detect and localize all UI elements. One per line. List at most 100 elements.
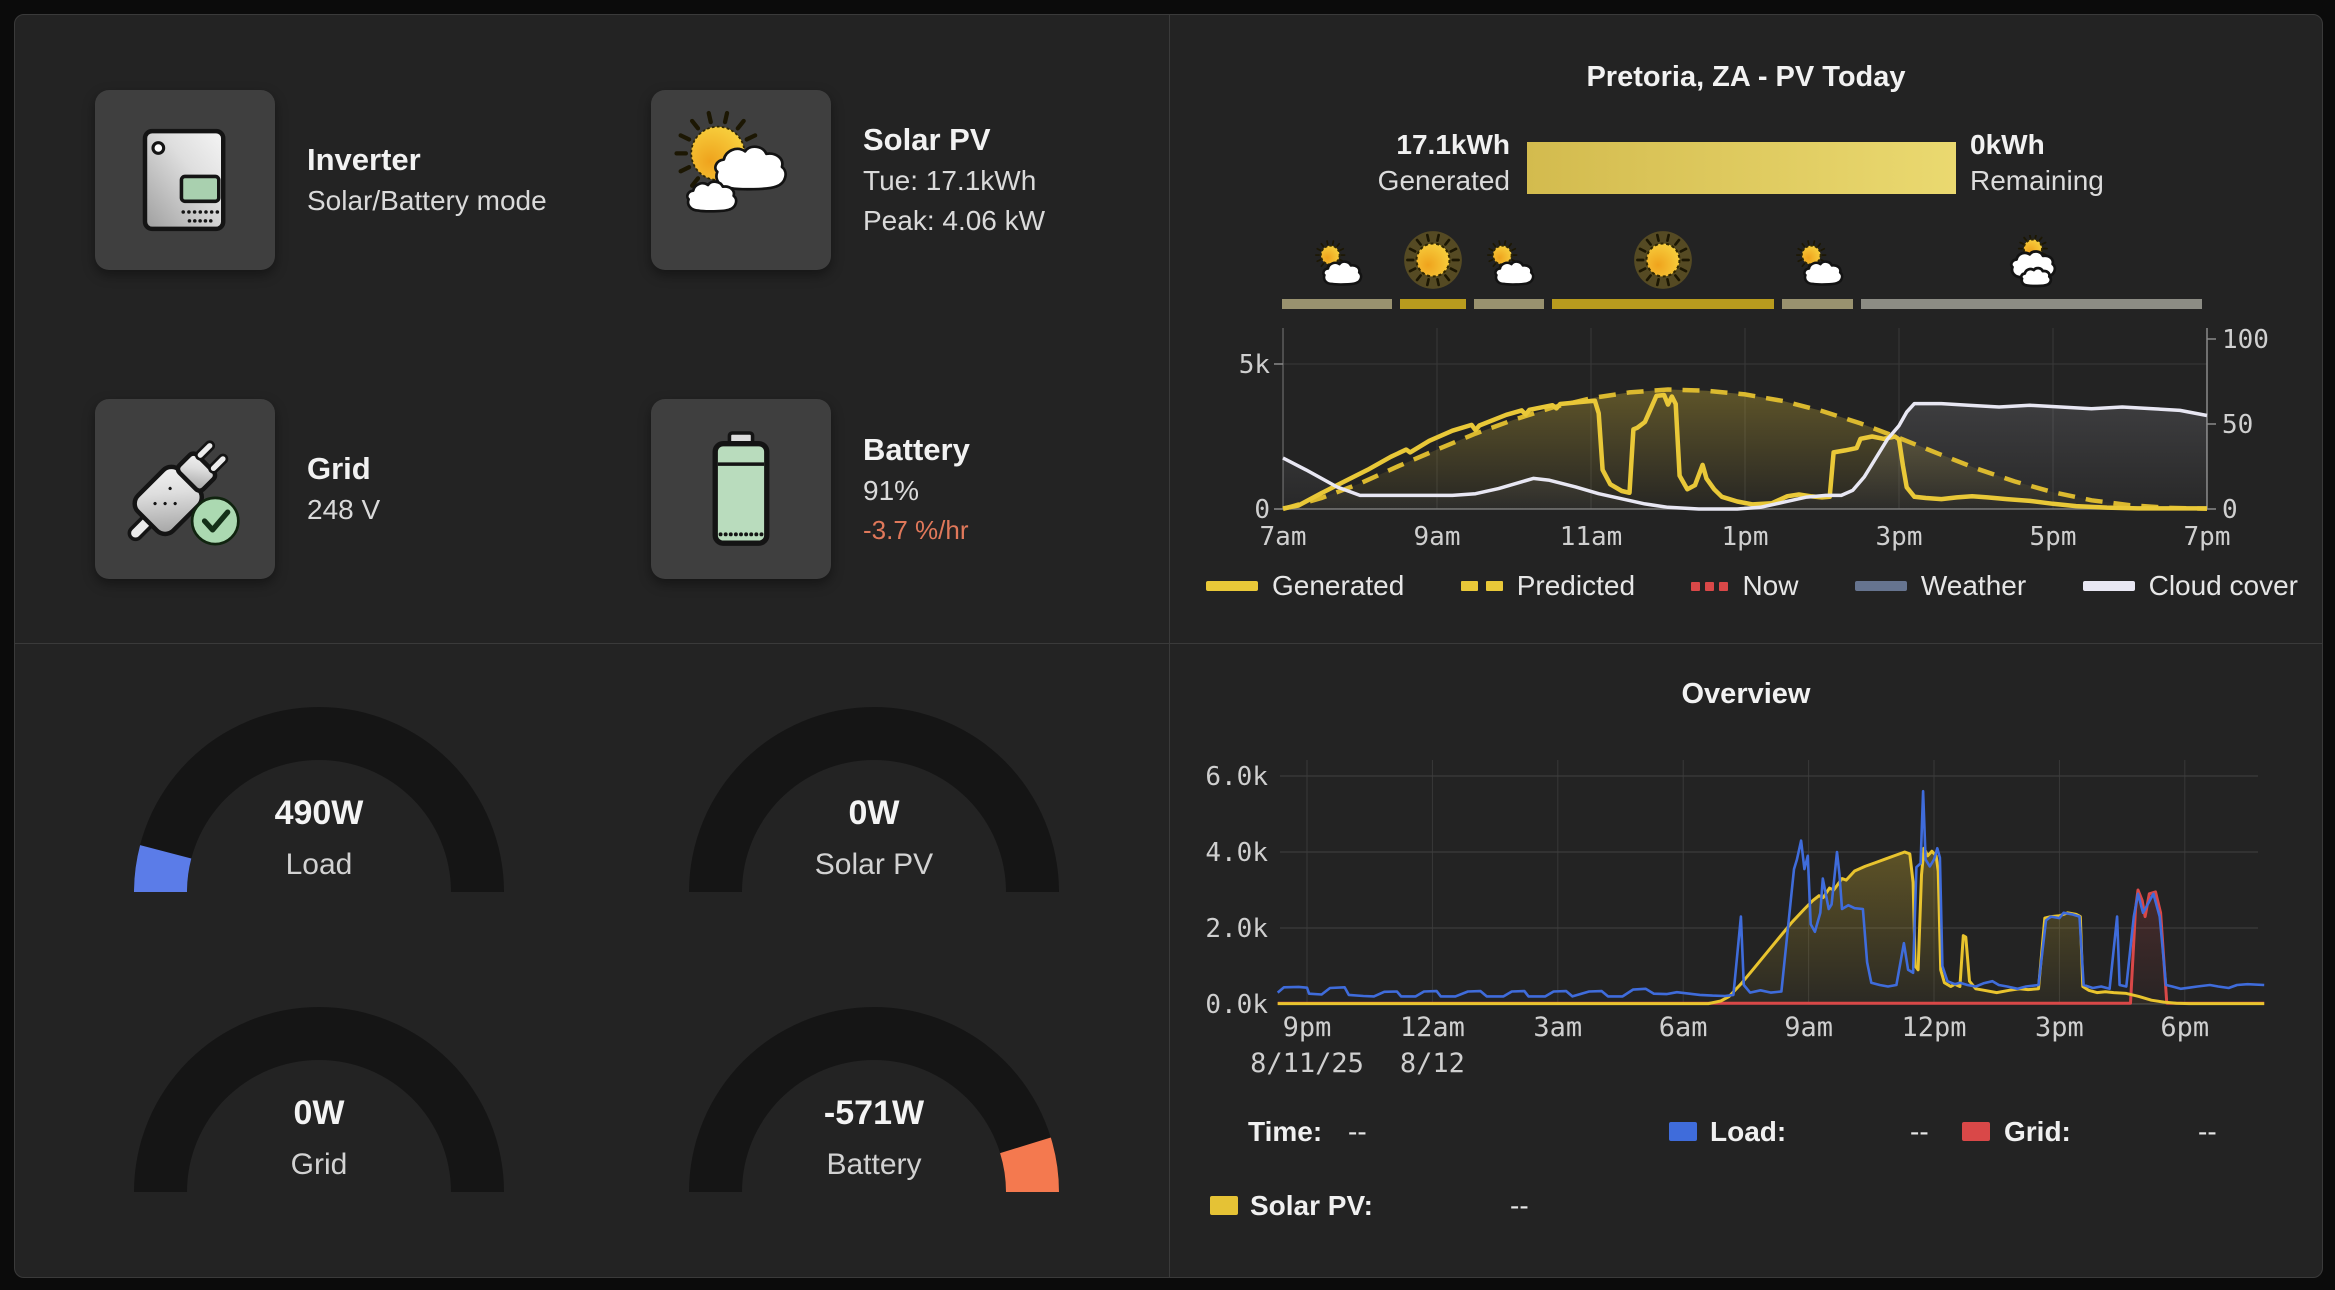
legend-swatch-predicted (1460, 581, 1503, 591)
forecast-segment-4 (1782, 299, 1853, 309)
axis-tick-label: 5pm (2030, 522, 2077, 552)
pv-remaining-value: 0kWh (1970, 129, 2045, 160)
axis-tick-label: 4.0k (1205, 838, 1268, 868)
legend-item-now[interactable]: Now (1691, 570, 1798, 602)
weather-forecast-strip (1282, 231, 2206, 313)
overview-status-readout: Time: -- Load: -- Grid: -- Solar PV: -- (1170, 1110, 2322, 1260)
axis-tick-label: 9am (1414, 522, 1461, 552)
card-solar-pv-title: Solar PV (863, 122, 991, 157)
axis-tick-label: 50 (2222, 410, 2253, 440)
card-grid-iconbox (95, 399, 275, 579)
legend-item-weather[interactable]: Weather (1854, 570, 2027, 602)
forecast-sunny-1 (1400, 227, 1466, 293)
axis-tick-label: 9pm (1283, 1012, 1332, 1043)
legend-swatch-cloud-cover (2082, 581, 2135, 591)
forecast-partly-cloudy-0 (1310, 239, 1364, 293)
status-value-solar-pv: -- (1510, 1190, 1529, 1221)
card-solar-pv[interactable]: Solar PV Tue: 17.1kWh Peak: 4.06 kW (651, 90, 1119, 270)
mostly-cloudy-icon (2009, 234, 2056, 288)
vertical-divider (1169, 15, 1170, 1277)
partly-cloudy-icon (1486, 240, 1535, 286)
forecast-segment-5 (1861, 299, 2202, 309)
cloud-cover-area (1283, 403, 2207, 509)
axis-tick-label: 7am (1260, 522, 1307, 552)
gauge-solar-pv-label: Solar PV (815, 848, 933, 881)
axis-tick-label: 9am (1784, 1012, 1833, 1043)
card-battery-trend: -3.7 %/hr (863, 515, 969, 545)
generated-line (1282, 392, 2207, 511)
horizontal-divider (15, 643, 2322, 644)
card-grid-title: Grid (307, 451, 371, 486)
inverter-icon (142, 128, 226, 232)
axis-tick-label: 0.0k (1205, 990, 1268, 1020)
power-gauges-panel: 490W Load 0W Solar PV 0W Grid -571W Battery (15, 644, 1169, 1277)
gauge-grid[interactable]: 0W Grid (129, 992, 509, 1204)
status-value-time: -- (1348, 1116, 1367, 1147)
axis-tick-label: 11am (1560, 522, 1623, 552)
pv-remaining-summary: 0kWh Remaining (1970, 127, 2104, 199)
overview-chart[interactable]: 9pm 12am 3am 6am 9am 12pm 3pm 6pm 0.0k 2.0k 4.0k 6.… (1170, 734, 2322, 1079)
forecast-segment-2 (1474, 299, 1544, 309)
gauge-load-value-arc (134, 845, 192, 892)
forecast-mostly-cloudy-5 (2003, 234, 2061, 293)
gauge-battery-value: -571W (824, 1094, 925, 1132)
forecast-sunny-3 (1630, 227, 1696, 293)
legend-swatch-now (1691, 581, 1729, 591)
axis-tick-label: 0 (2222, 495, 2238, 525)
card-battery-title: Battery (863, 432, 970, 467)
pv-panel-title: Pretoria, ZA - PV Today (1586, 61, 1906, 93)
forecast-segment-1 (1400, 299, 1466, 309)
overview-panel: Overview 9pm 12am 3am 6am 9am 12pm 3pm 6pm 0.0k 2… (1170, 644, 2322, 1277)
legend-item-cloud-cover[interactable]: Cloud cover (2082, 570, 2298, 602)
gauge-battery[interactable]: -571W Battery (684, 992, 1064, 1204)
forecast-segment-0 (1282, 299, 1392, 309)
forecast-partly-cloudy-4 (1791, 239, 1845, 293)
axis-tick-label: 3pm (1876, 522, 1923, 552)
pv-remaining-label: Remaining (1970, 165, 2104, 196)
status-cards-panel: Inverter Solar/Battery mode Solar PV Tue: … (15, 15, 1169, 643)
gauge-solar-pv[interactable]: 0W Solar PV (684, 692, 1064, 904)
legend-label-predicted: Predicted (1516, 570, 1636, 601)
grid-icon (127, 440, 240, 546)
card-inverter-title: Inverter (307, 142, 421, 177)
axis-tick-label: 7pm (2184, 522, 2231, 552)
axis-tick-label: 5k (1239, 350, 1271, 380)
pv-progress-fill (1527, 142, 1956, 194)
card-inverter[interactable]: Inverter Solar/Battery mode (95, 90, 563, 270)
card-grid[interactable]: Grid 248 V (95, 399, 563, 579)
axis-tick-label: 6pm (2160, 1012, 2209, 1043)
gauge-track (689, 1007, 1059, 1192)
gauge-load[interactable]: 490W Load (129, 692, 509, 904)
dashboard-board: Inverter Solar/Battery mode Solar PV Tue: … (14, 14, 2323, 1278)
axis-tick-label: 3pm (2035, 1012, 2084, 1043)
pv-generated-value: 17.1kWh (1396, 129, 1510, 160)
gauge-track (689, 707, 1059, 892)
legend-label-weather: Weather (1920, 570, 2027, 601)
card-solar-pv-line: Peak: 4.06 kW (863, 205, 1046, 236)
card-battery-iconbox (651, 399, 831, 579)
pv-forecast-panel: Pretoria, ZA - PV Today 17.1kWh Generate… (1170, 15, 2322, 643)
axis-tick-label: 8/12 (1400, 1048, 1465, 1079)
gauge-battery-value-arc (1000, 1137, 1059, 1192)
predicted-line (1282, 387, 2208, 512)
axis-tick-label: 12pm (1901, 1012, 1966, 1043)
legend-swatch-weather (1854, 581, 1907, 591)
status-swatch-load (1669, 1122, 1697, 1141)
cloud-cover-line (1282, 401, 2208, 511)
gauge-load-value: 490W (275, 794, 365, 832)
overview-title: Overview (1681, 678, 1811, 710)
axis-tick-label: 12am (1400, 1012, 1465, 1043)
gauge-load-label: Load (286, 848, 353, 881)
pv-generation-chart[interactable]: 7am 9am 11am 1pm 3pm 5pm 7pm 5k 0 100 50 0 (1170, 315, 2322, 575)
status-swatch-grid (1962, 1122, 1990, 1141)
card-battery[interactable]: Battery 91% -3.7 %/hr (651, 399, 1119, 579)
partly-cloudy-icon (1795, 240, 1843, 286)
axis-tick-label: 0 (1254, 495, 1270, 525)
legend-label-cloud-cover: Cloud cover (2148, 570, 2298, 601)
pv-progress-bar (1527, 142, 1956, 194)
legend-item-generated[interactable]: Generated (1206, 570, 1404, 602)
gauge-grid-value: 0W (294, 1094, 346, 1132)
legend-item-predicted[interactable]: Predicted (1460, 570, 1636, 602)
gauge-battery-label: Battery (826, 1148, 921, 1181)
